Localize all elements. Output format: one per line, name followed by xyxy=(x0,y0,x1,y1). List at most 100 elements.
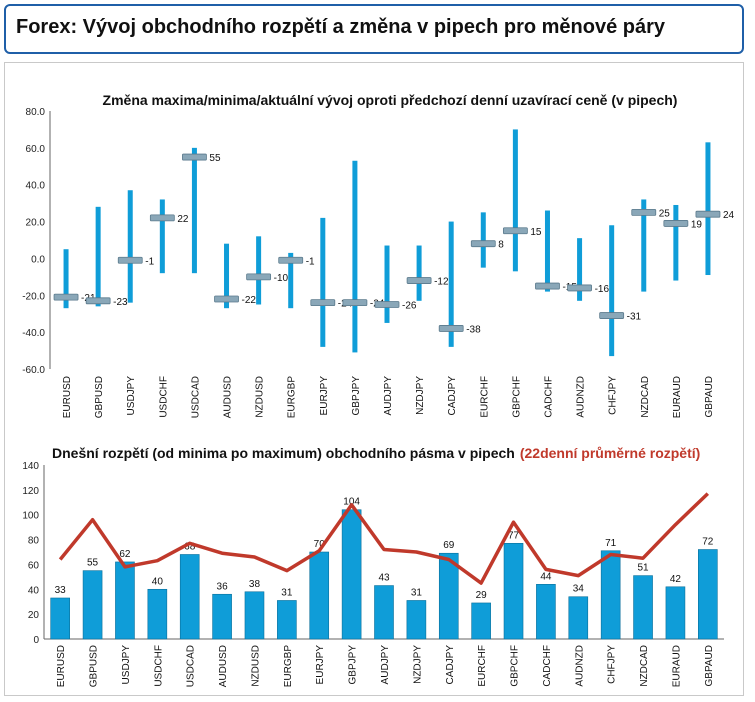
chart1-range-bar xyxy=(705,142,711,276)
chart1-current-marker xyxy=(117,256,143,264)
chart1-range-bar xyxy=(352,160,358,353)
page-title: Forex: Vývoj obchodního rozpětí a změna … xyxy=(16,16,666,38)
chart1-current-marker xyxy=(342,299,368,307)
chart1-range-bar xyxy=(127,190,133,303)
chart2-category-label: CHFJPY xyxy=(607,645,618,684)
chart2-bars: 33 55 62 40 68 36 38 31 70 104 43 31 69 29 77 44 34 71 51 4… xyxy=(50,497,718,640)
chart1-category-label: EURGBP xyxy=(287,376,298,419)
chart1-range-bar xyxy=(448,221,454,347)
chart2-category-label: AUDJPY xyxy=(380,645,391,685)
chart2-bar xyxy=(244,591,265,640)
chart1-current-marker xyxy=(214,295,239,303)
chart2-xlabels: EURUSD GBPUSD USDJPY USDCHF USDCAD AUDUSD NZDU… xyxy=(56,645,715,688)
chart2-category-label: EURUSD xyxy=(56,645,67,687)
chart2-bar xyxy=(568,596,589,640)
chart1-category-label: USDJPY xyxy=(126,376,137,416)
chart1-data-label: -38 xyxy=(466,324,481,335)
chart1-range-bar xyxy=(224,243,230,309)
chart1-range-bar xyxy=(641,199,647,292)
chart2-category-label: NZDCAD xyxy=(639,645,650,687)
chart1-range-bar xyxy=(159,199,165,274)
chart1-current-marker xyxy=(85,297,111,305)
chart2-data-label: 69 xyxy=(443,540,455,551)
chart1-category-label: NZDUSD xyxy=(255,376,266,418)
chart2-data-label: 29 xyxy=(476,590,488,601)
chart1-data-label: -12 xyxy=(434,277,449,288)
chart1-current-marker xyxy=(406,277,432,284)
chart2-ytick-label: 40 xyxy=(28,585,40,596)
chart2-data-label: 55 xyxy=(87,558,99,569)
chart1-range-bar xyxy=(416,245,422,301)
chart2-data-label: 77 xyxy=(508,530,520,541)
chart2-ytick-label: 20 xyxy=(28,610,40,621)
chart2-bar xyxy=(82,570,103,640)
chart2-data-label: 104 xyxy=(343,497,360,508)
chart1-category-label: AUDNZD xyxy=(576,376,587,418)
chart1-current-marker xyxy=(695,210,721,218)
chart2-bar xyxy=(600,550,621,640)
chart1-current-marker xyxy=(599,312,625,319)
chart1-category-label: AUDUSD xyxy=(223,376,234,418)
chart1-category-label: EURUSD xyxy=(62,376,73,418)
chart2-ytick-label: 120 xyxy=(22,486,39,497)
chart2-data-label: 40 xyxy=(152,576,164,587)
chart2-bar xyxy=(50,597,70,640)
chart1-ytick-label: 40.0 xyxy=(26,181,46,192)
chart1-category-label: EURAUD xyxy=(672,376,683,418)
chart1-category-label: EURJPY xyxy=(319,376,330,416)
chart2-data-label: 34 xyxy=(573,584,585,595)
chart1-ytick-label: 80.0 xyxy=(26,107,46,118)
chart1-current-marker xyxy=(438,325,464,332)
chart2-bar xyxy=(212,593,232,640)
chart1-range-bar xyxy=(256,236,262,305)
chart2-bar xyxy=(698,549,718,640)
chart2-data-label: 31 xyxy=(411,587,423,598)
chart1-category-label: USDCHF xyxy=(158,376,169,418)
chart1-category-label: GBPUSD xyxy=(94,376,105,418)
chart2-bar xyxy=(374,585,394,640)
chart2-data-label: 42 xyxy=(670,574,682,585)
chart2-data-label: 33 xyxy=(55,585,67,596)
chart2-bar xyxy=(277,600,297,640)
chart1-current-marker xyxy=(53,293,79,301)
chart2-category-label: EURAUD xyxy=(671,645,682,687)
chart1-data-label: -10 xyxy=(274,273,289,284)
chart1-range-bar xyxy=(63,249,69,309)
chart2-ytick-label: 0 xyxy=(33,635,39,646)
chart2-category-label: GBPJPY xyxy=(348,645,359,685)
chart1-data-label: 55 xyxy=(209,153,221,164)
chart1-current-marker xyxy=(567,284,592,292)
chart1-category-label: CHFJPY xyxy=(608,376,619,415)
chart1-current-marker xyxy=(663,220,689,227)
chart1-data-label: -1 xyxy=(306,256,315,267)
chart2-category-label: USDJPY xyxy=(121,645,132,685)
chart2-category-label: NZDUSD xyxy=(250,645,261,687)
chart2-average-line xyxy=(58,492,710,585)
chart1-ytick-label: -60.0 xyxy=(22,365,45,376)
chart1-data-label: -1 xyxy=(145,256,154,267)
chart2-category-label: CADJPY xyxy=(445,645,456,685)
chart1-ytick-label: -40.0 xyxy=(22,328,45,339)
chart1-data-label: 19 xyxy=(691,219,703,230)
chart1-range-bar xyxy=(191,147,197,274)
chart1-data-label: -22 xyxy=(242,295,257,306)
chart2-title-main: Dnešní rozpětí (od minima po maximum) ob… xyxy=(52,445,515,461)
chart1-bars: -21-23-12255-22-10-1-24-24-26-12-38815-1… xyxy=(53,129,735,357)
chart2-category-label: EURCHF xyxy=(477,645,488,687)
chart1-category-label: GBPJPY xyxy=(351,376,362,416)
chart2-ytick-label: 100 xyxy=(22,511,39,522)
chart2-data-label: 51 xyxy=(637,563,649,574)
chart1-range-bar xyxy=(577,238,583,301)
chart2-data-label: 68 xyxy=(184,541,196,552)
chart2-category-label: EURGBP xyxy=(283,645,294,688)
chart2-bar xyxy=(503,542,524,640)
chart2-data-label: 72 xyxy=(702,537,714,548)
chart2-bar xyxy=(536,584,556,640)
chart1-xlabels: EURUSD GBPUSD USDJPY USDCHF USDCAD AUDUSD NZDU… xyxy=(62,376,715,419)
chart2-data-label: 36 xyxy=(217,581,229,592)
chart1-category-label: GBPCHF xyxy=(511,376,522,418)
chart2-category-label: USDCAD xyxy=(186,645,197,687)
chart2-average-series-line xyxy=(58,492,710,585)
chart2-bar xyxy=(147,588,168,640)
chart1-current-marker xyxy=(149,214,175,222)
